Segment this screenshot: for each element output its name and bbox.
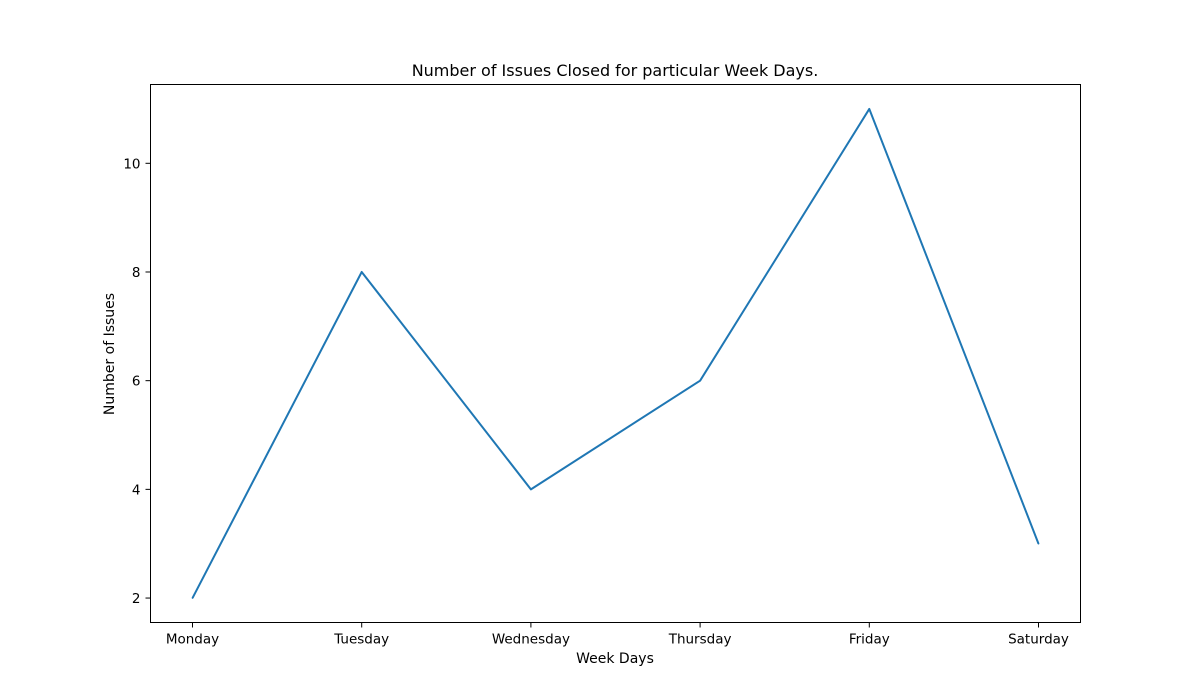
data-point-saturday (1037, 542, 1040, 545)
x-tick-label: Monday (166, 632, 219, 648)
plot-area-frame (150, 84, 1081, 623)
chart-title: Number of Issues Closed for particular W… (412, 61, 819, 80)
y-axis-ticks: 2 4 6 8 10 (123, 156, 151, 607)
y-tick-label: 10 (123, 156, 140, 172)
series-group (191, 107, 1040, 599)
x-tick-label: Tuesday (333, 632, 389, 648)
x-tick-label: Saturday (1008, 632, 1069, 648)
y-tick-label: 4 (132, 482, 141, 498)
series-line (191, 107, 1040, 599)
x-axis-ticks: Monday Tuesday Wednesday Thursday Friday Satu… (166, 622, 1069, 648)
data-point-tuesday (360, 271, 363, 273)
x-tick-label: Friday (849, 632, 890, 648)
x-axis-label: Week Days (576, 651, 654, 667)
data-point-wednesday (530, 488, 532, 491)
data-point-thursday (699, 379, 701, 382)
data-point-monday (191, 597, 194, 599)
x-tick-label: Wednesday (492, 632, 570, 648)
x-tick-label: Thursday (668, 632, 732, 648)
data-point-friday (868, 108, 871, 110)
y-tick-label: 2 (132, 591, 141, 607)
y-axis-label: Number of Issues (102, 293, 118, 415)
y-tick-label: 8 (132, 265, 141, 281)
y-tick-label: 6 (132, 374, 141, 390)
